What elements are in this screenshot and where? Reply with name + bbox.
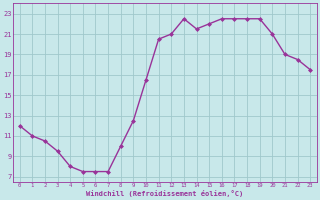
X-axis label: Windchill (Refroidissement éolien,°C): Windchill (Refroidissement éolien,°C) xyxy=(86,190,244,197)
